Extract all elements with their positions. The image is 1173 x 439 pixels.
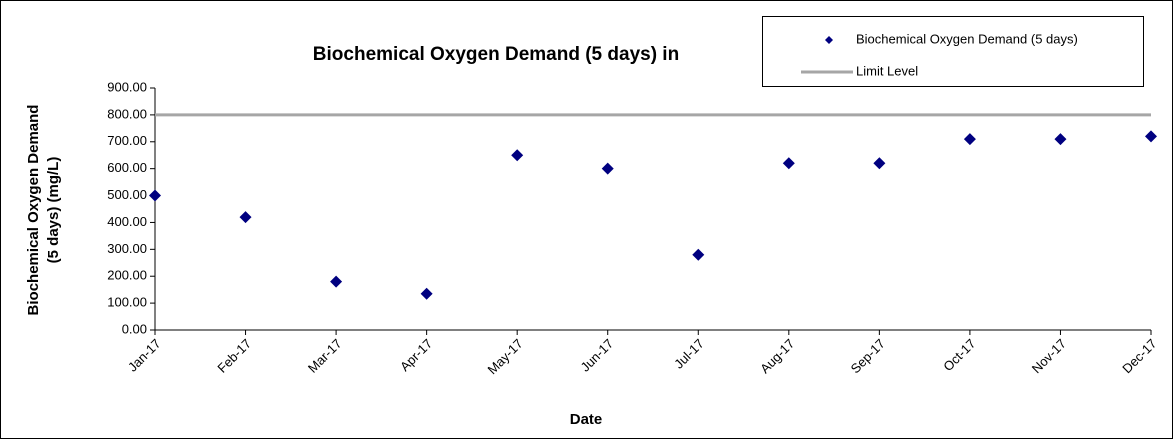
data-point <box>873 157 886 170</box>
y-tick-label: 400.00 <box>107 214 147 229</box>
y-tick-label: 200.00 <box>107 268 147 283</box>
y-tick-label: 0.00 <box>122 321 147 336</box>
chart-title: Biochemical Oxygen Demand (5 days) in <box>313 44 679 65</box>
y-axis-label-line: Biochemical Oxygen Demand <box>25 105 42 316</box>
y-tick-label: 600.00 <box>107 160 147 175</box>
data-point <box>692 248 705 261</box>
legend-swatch <box>825 36 833 44</box>
data-point <box>1054 133 1067 146</box>
data-point <box>420 287 433 300</box>
data-point <box>239 211 252 224</box>
legend: Biochemical Oxygen Demand (5 days) Limit … <box>762 16 1144 87</box>
y-tick-label: 800.00 <box>107 106 147 121</box>
data-point <box>963 133 976 146</box>
legend-box <box>762 16 1144 87</box>
data-point <box>149 189 161 202</box>
y-tick-label: 100.00 <box>107 295 147 310</box>
legend-label: Limit Level <box>856 63 918 78</box>
data-point <box>782 157 795 170</box>
data-point <box>330 275 343 288</box>
data-point <box>601 162 614 175</box>
data-point <box>511 149 524 162</box>
legend-label: Biochemical Oxygen Demand (5 days) <box>856 31 1078 46</box>
data-point <box>1145 130 1157 143</box>
y-axis-label-line: (5 days) (mg/L) <box>45 157 62 264</box>
y-tick-label: 900.00 <box>107 79 147 94</box>
y-tick-label: 500.00 <box>107 187 147 202</box>
x-axis-label: Date <box>570 411 603 428</box>
y-tick-label: 700.00 <box>107 133 147 148</box>
y-axis-label: Biochemical Oxygen Demand (5 days) (mg/L… <box>25 105 62 316</box>
y-tick-label: 300.00 <box>107 241 147 256</box>
